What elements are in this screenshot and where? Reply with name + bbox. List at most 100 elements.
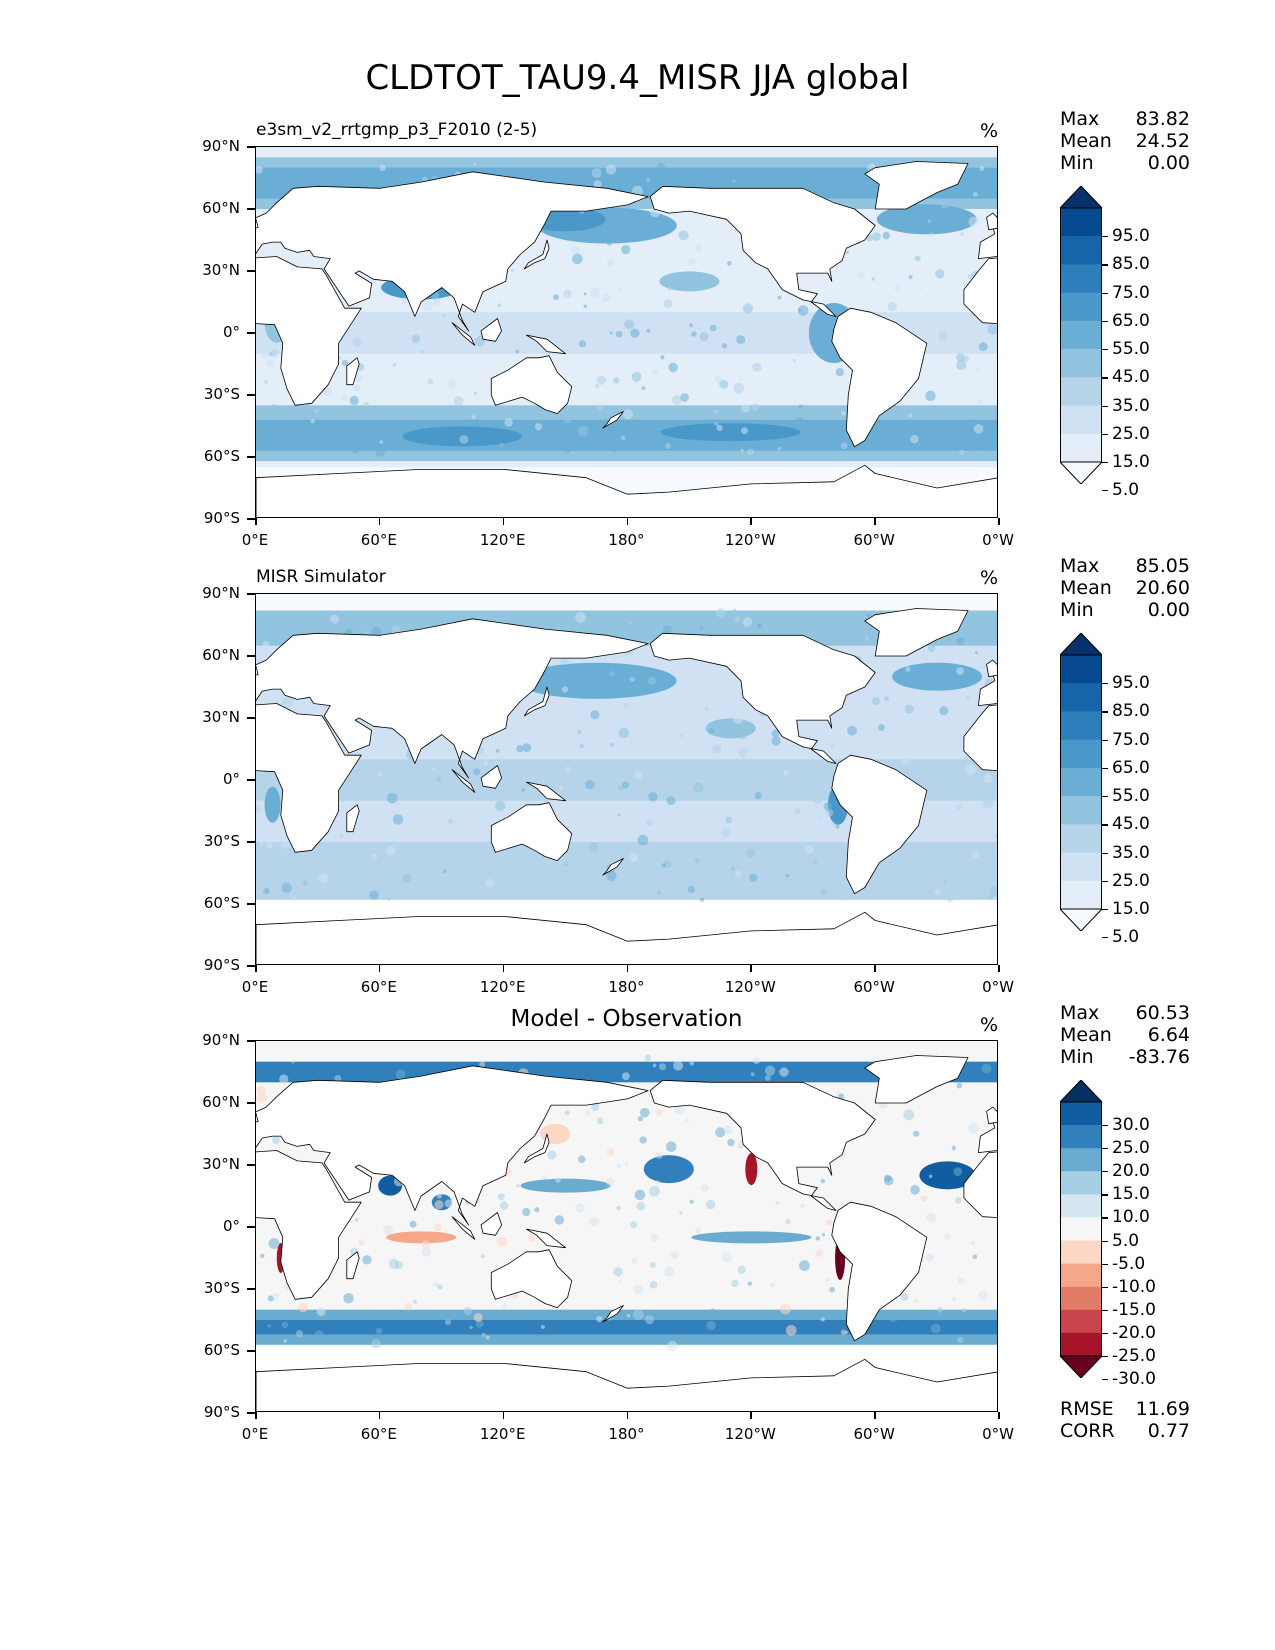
field-speckle [371,853,378,860]
field-speckle [386,845,396,856]
field-speckle [804,845,814,855]
colorbar-label: 85.0 [1112,701,1150,722]
field-speckle [785,1324,797,1336]
colorbar-tick [1102,1332,1108,1335]
colorbar-segment [1060,405,1102,435]
field-speckle [734,870,742,878]
colorbar-segment [1060,1309,1102,1334]
units-label: % [980,120,999,142]
map-svg [256,594,997,964]
y-tick-label: 0° [222,1217,240,1235]
field-speckle [680,393,689,402]
field-speckle [323,386,333,397]
colorbar-segment [1060,349,1102,378]
stat-label: Min [1060,152,1094,174]
field-speckle [280,839,290,849]
field-speckle [961,1308,966,1313]
panel-test: e3sm_v2_rrtgmp_p3_F2010 (2-5)% 90°N 60°N 30… [0,108,1275,549]
field-speckle [433,1281,439,1288]
field-speckle [835,824,840,829]
field-speckle [982,798,994,809]
field-speckle [815,1236,821,1241]
land-antarctica [256,911,997,964]
colorbar-tick [1102,377,1108,379]
colorbar-tick [1102,1240,1108,1242]
field-speckle [733,714,743,725]
land-greenland [864,161,969,210]
field-speckle [937,1306,943,1313]
field-speckle [628,620,633,626]
x-tick-label: 180° [608,1425,645,1443]
california-negative-bias [745,1153,758,1186]
field-speckle [719,379,729,389]
y-tick [247,146,255,148]
land-uk [986,659,997,678]
field-speckle [615,330,623,338]
stat-label: CORR [1060,1420,1115,1442]
colorbar-tick [1102,433,1108,435]
field-speckle [700,1183,709,1193]
field-speckle [799,1203,805,1209]
field-speckle [794,808,801,814]
colorbar-tick [1102,683,1108,685]
colorbar-extend-min [1060,1355,1102,1378]
field-speckle [532,742,541,751]
field-speckle [715,1127,726,1138]
field-speckle [904,704,914,714]
field-speckle [609,331,613,335]
field-speckle [394,1261,404,1270]
field-speckle [606,870,617,882]
field-speckle [792,358,797,362]
field-speckle [908,274,913,280]
field-speckle [633,828,637,832]
map-svg [256,147,997,517]
field-speckle [900,1293,909,1301]
field-speckle [573,431,578,436]
field-speckle [274,1225,279,1230]
land-antarctica [256,1358,997,1411]
field-speckle [401,177,410,186]
subtropical-pacific-positive-bias [643,1155,694,1184]
field-speckle [646,178,651,182]
field-speckle [260,350,269,359]
x-tick [255,965,257,972]
field-speckle [444,1199,453,1208]
field-speckle [716,424,723,431]
colorbar-extend-max [1060,186,1102,209]
field-speckle [564,766,572,773]
stat-value: 0.77 [1147,1420,1190,1442]
field-speckle [695,1227,701,1234]
field-speckle [705,1199,716,1210]
x-tick-label: 180° [608,978,645,996]
colorbar-label: 85.0 [1112,254,1150,275]
field-speckle [844,1330,849,1334]
stat-row: Min 0.00 [1060,152,1190,174]
coastlines [256,161,997,517]
field-speckle [267,1323,272,1328]
field-speckle [412,1299,417,1304]
field-speckle [751,403,760,411]
field-speckle [363,401,369,408]
field-speckle [359,835,367,843]
colorbar-label: 95.0 [1112,673,1150,694]
field-speckle [283,1339,288,1343]
field-speckle [613,377,620,384]
field-speckle [339,834,344,839]
field-speckle [721,827,731,838]
field-speckle [712,744,722,754]
field-speckle [983,773,993,784]
x-tick [378,965,381,972]
y-tick-label: 0° [222,770,240,788]
field-speckle [568,797,573,802]
field-speckle [981,1063,992,1074]
field-speckle [927,644,936,652]
colorbar-tick [1102,909,1108,911]
field-speckle [709,324,717,332]
field-speckle [322,616,333,627]
field-speckle [264,379,268,384]
colorbar-tick [1102,405,1108,407]
field-speckle [404,1302,413,1311]
southern-ocean-cloud [660,423,801,442]
field-speckle [612,447,617,453]
field-speckle [606,1177,615,1187]
